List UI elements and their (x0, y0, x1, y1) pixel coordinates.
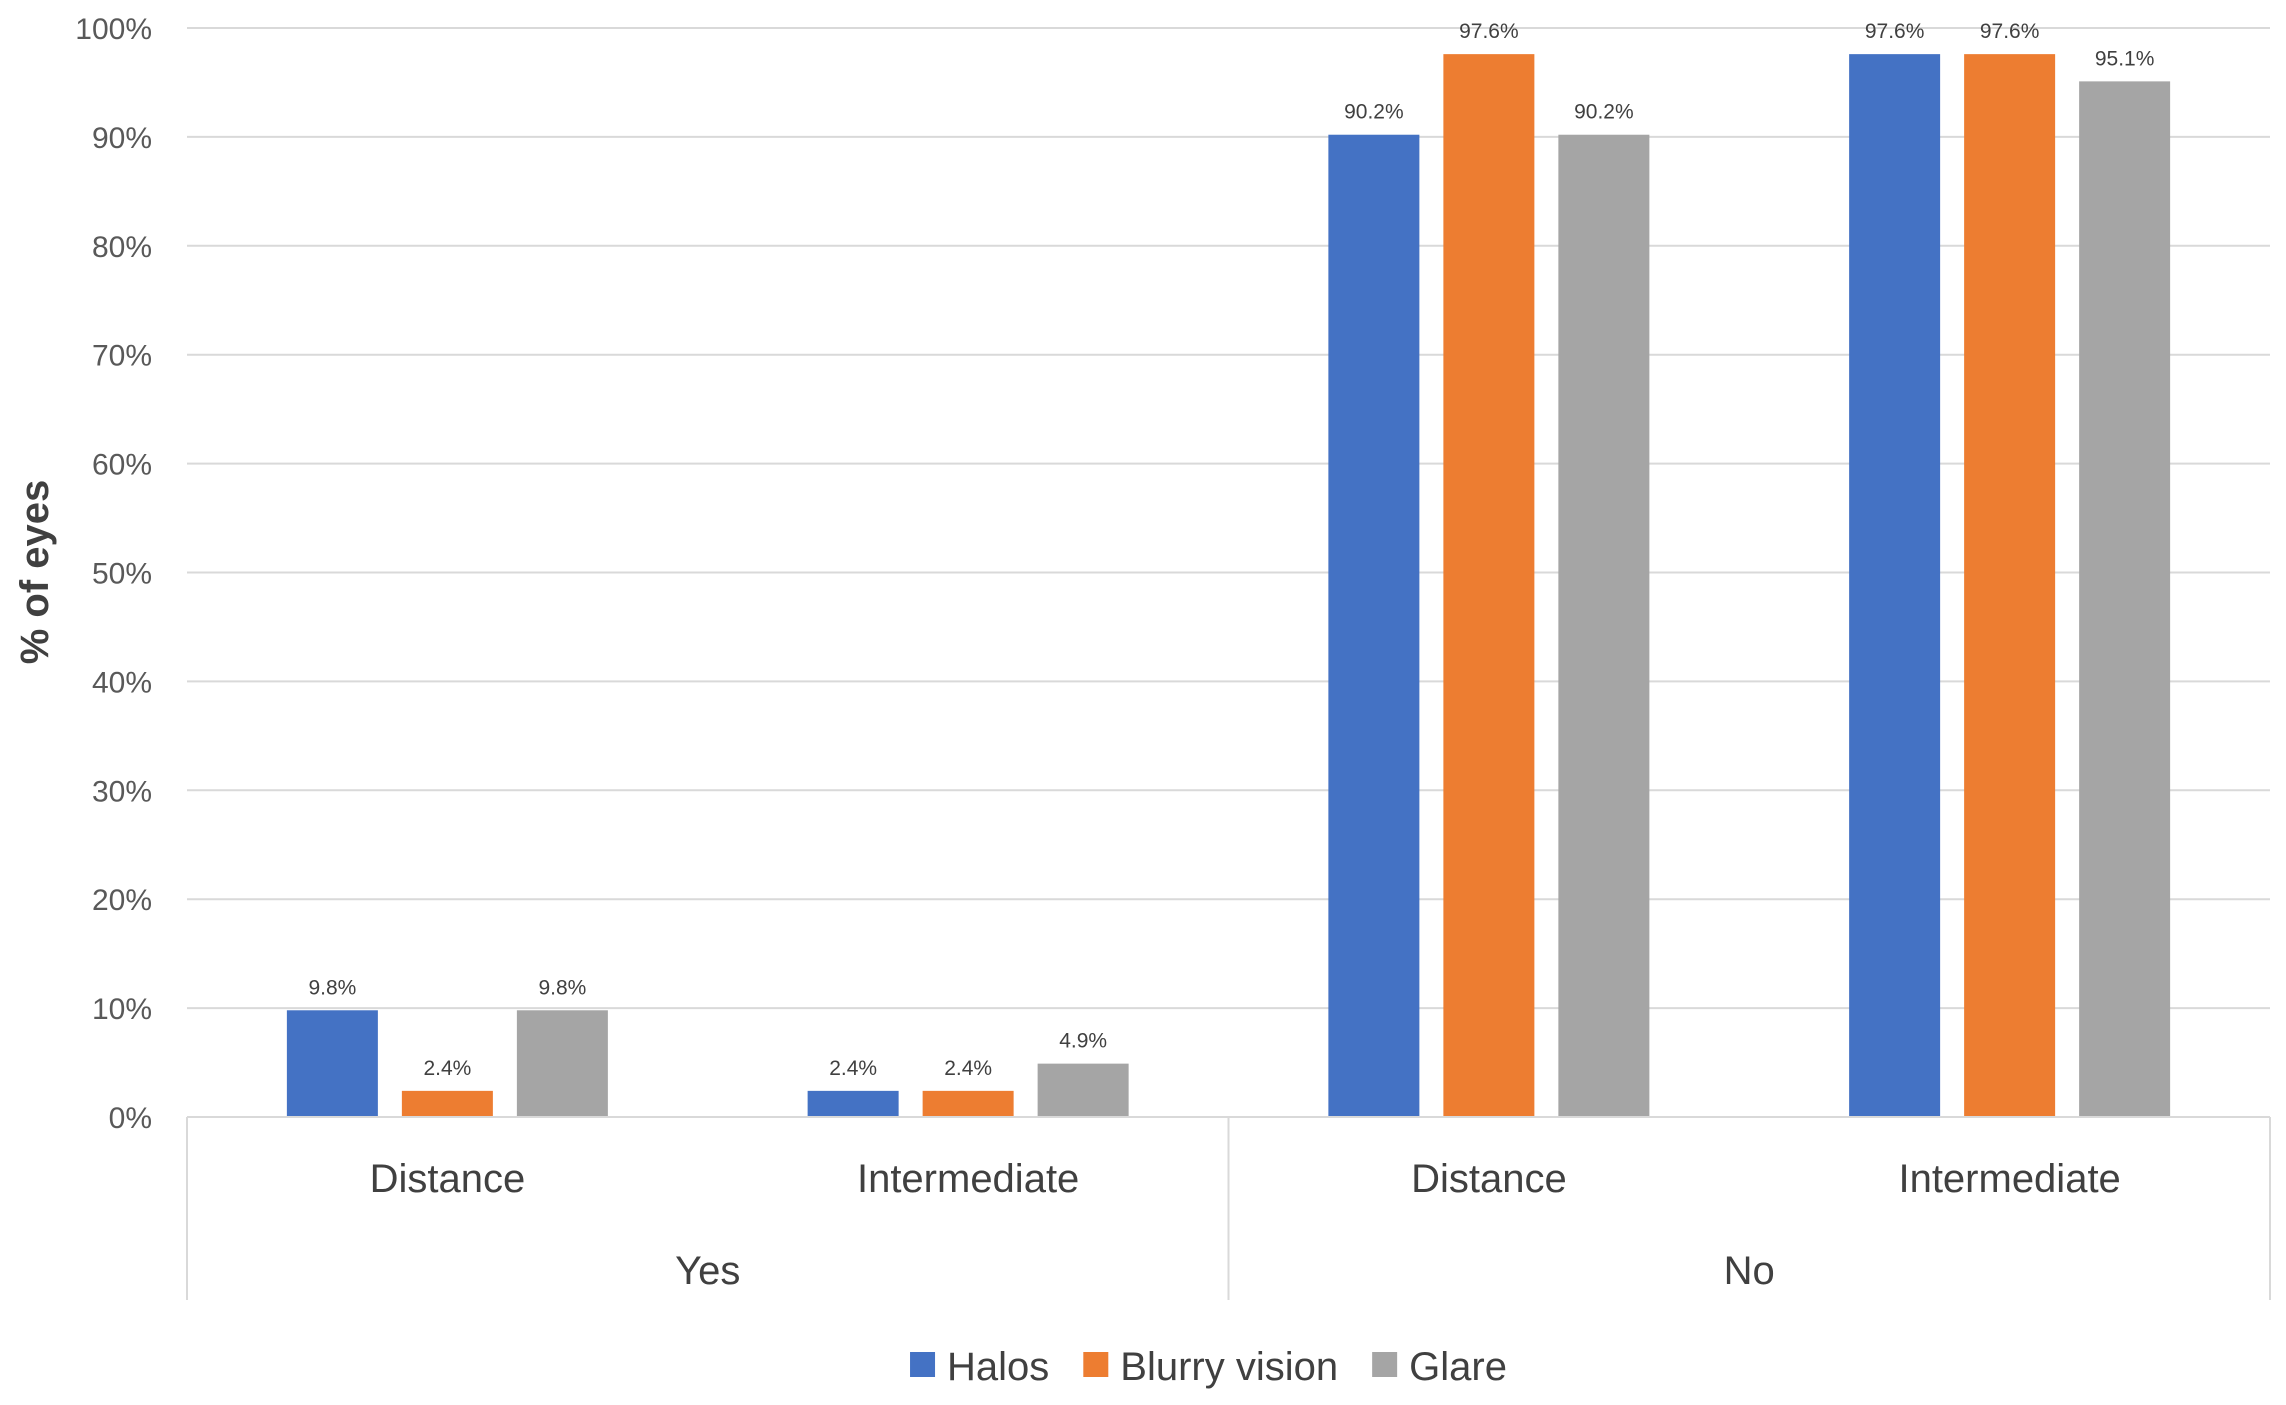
legend-label: Blurry vision (1120, 1345, 1338, 1389)
y-tick-label: 40% (92, 666, 152, 699)
y-tick-label: 80% (92, 231, 152, 264)
x-category-label: Intermediate (857, 1157, 1079, 1201)
bar-halos (286, 1010, 378, 1117)
data-label: 9.8% (538, 976, 586, 999)
legend-swatch (1083, 1352, 1109, 1377)
bar-blurry-vision (922, 1090, 1014, 1117)
gridlines (187, 27, 2270, 1010)
y-tick-label: 30% (92, 775, 152, 808)
y-tick-label: 0% (109, 1102, 152, 1135)
bars (286, 54, 2171, 1118)
data-label: 97.6% (1865, 20, 1925, 43)
data-label: 95.1% (2095, 47, 2155, 70)
data-label: 2.4% (829, 1057, 877, 1080)
bar-glare (1558, 134, 1650, 1118)
data-label: 2.4% (944, 1057, 992, 1080)
y-tick-label: 100% (75, 13, 152, 46)
legend-label: Halos (947, 1345, 1049, 1389)
legend: Halos Blurry vision Glare (910, 1345, 1507, 1389)
x-group-label: Yes (675, 1249, 740, 1293)
data-label: 90.2% (1344, 101, 1404, 124)
y-axis-title: % of eyes (13, 480, 57, 665)
y-tick-label: 60% (92, 449, 152, 482)
x-category-label: Intermediate (1898, 1157, 2120, 1201)
data-label: 2.4% (423, 1057, 471, 1080)
bar-blurry-vision (1964, 54, 2056, 1118)
data-label: 4.9% (1059, 1030, 1107, 1053)
y-tick-label: 90% (92, 122, 152, 155)
y-tick-label: 10% (92, 993, 152, 1026)
bar-blurry-vision (401, 1090, 493, 1117)
data-label: 97.6% (1459, 20, 1519, 43)
x-category-label: Distance (370, 1157, 526, 1201)
bar-glare (1037, 1063, 1129, 1117)
x-axis: Distance Intermediate Distance Intermediate… (186, 1116, 2271, 1300)
data-label: 90.2% (1574, 101, 1634, 124)
bar-glare (2079, 81, 2171, 1118)
legend-swatch (910, 1352, 936, 1377)
bar-halos (807, 1090, 899, 1117)
y-tick-label: 70% (92, 340, 152, 373)
bar-glare (516, 1010, 608, 1117)
y-axis-ticks: 0% 10% 20% 30% 40% 50% 60% 70% 80% 90% 100% (75, 13, 152, 1135)
bar-halos (1328, 134, 1420, 1118)
bar-blurry-vision (1443, 54, 1535, 1118)
data-label: 97.6% (1980, 20, 2040, 43)
y-tick-label: 50% (92, 558, 152, 591)
data-labels: 9.8% 2.4% 90.2% 97.6% 2.4% 2.4% 97.6% 97.6% 9.8%… (308, 20, 2154, 1080)
bar-halos (1849, 54, 1941, 1118)
legend-label: Glare (1409, 1345, 1507, 1389)
x-category-label: Distance (1411, 1157, 1567, 1201)
legend-swatch (1372, 1352, 1398, 1377)
data-label: 9.8% (308, 976, 356, 999)
x-group-label: No (1724, 1249, 1775, 1293)
y-tick-label: 20% (92, 884, 152, 917)
